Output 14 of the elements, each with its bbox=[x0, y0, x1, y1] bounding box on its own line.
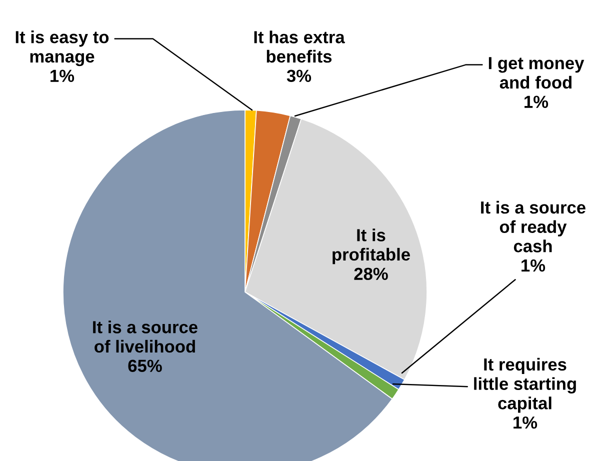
data-label: 1% bbox=[522, 259, 546, 272]
data-label: 1% bbox=[514, 416, 538, 429]
data-label: 1% bbox=[524, 96, 548, 108]
data-label: 28% bbox=[354, 268, 388, 280]
slice-label: It requires little starting capital bbox=[474, 358, 576, 413]
slice-label: It is a source of livelihood bbox=[93, 320, 198, 353]
slice-label: I get money and food bbox=[488, 57, 584, 89]
slice-label: It has extra benefits bbox=[254, 30, 345, 63]
data-label: 65% bbox=[128, 360, 162, 372]
slice-label: It is a source of ready cash bbox=[481, 200, 586, 252]
data-label: 1% bbox=[50, 70, 74, 82]
slice-label: It is easy to manage bbox=[16, 30, 109, 66]
slice-label: It is profitable bbox=[332, 228, 410, 264]
data-label: 3% bbox=[286, 70, 312, 82]
